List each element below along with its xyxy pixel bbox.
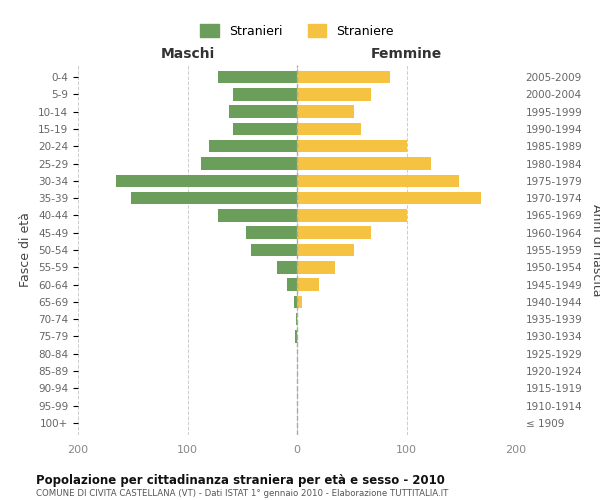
Bar — [297, 106, 354, 118]
Bar — [297, 122, 361, 135]
Bar — [297, 71, 390, 84]
Bar — [277, 261, 297, 274]
Bar — [200, 158, 297, 170]
Y-axis label: Fasce di età: Fasce di età — [19, 212, 32, 288]
Legend: Stranieri, Straniere: Stranieri, Straniere — [195, 20, 399, 43]
Bar — [297, 209, 407, 222]
Bar — [251, 244, 297, 256]
Bar — [218, 71, 297, 84]
Text: Popolazione per cittadinanza straniera per età e sesso - 2010: Popolazione per cittadinanza straniera p… — [36, 474, 445, 487]
Bar — [287, 278, 297, 291]
Bar — [209, 140, 297, 152]
Bar — [229, 106, 297, 118]
Bar — [245, 226, 297, 239]
Bar — [131, 192, 297, 204]
Bar — [296, 313, 297, 326]
Bar — [233, 122, 297, 135]
Bar — [116, 174, 297, 187]
Text: COMUNE DI CIVITA CASTELLANA (VT) - Dati ISTAT 1° gennaio 2010 - Elaborazione TUT: COMUNE DI CIVITA CASTELLANA (VT) - Dati … — [36, 489, 448, 498]
Text: Maschi: Maschi — [160, 46, 215, 60]
Bar — [297, 244, 354, 256]
Bar — [294, 296, 297, 308]
Y-axis label: Anni di nascita: Anni di nascita — [590, 204, 600, 296]
Bar — [233, 88, 297, 101]
Text: Femmine: Femmine — [371, 46, 442, 60]
Bar — [297, 278, 319, 291]
Bar — [218, 209, 297, 222]
Bar — [297, 88, 371, 101]
Bar — [297, 140, 407, 152]
Bar — [297, 174, 459, 187]
Bar — [297, 226, 371, 239]
Bar — [297, 261, 335, 274]
Bar — [297, 158, 431, 170]
Bar — [297, 192, 481, 204]
Bar — [297, 296, 302, 308]
Bar — [295, 330, 297, 342]
